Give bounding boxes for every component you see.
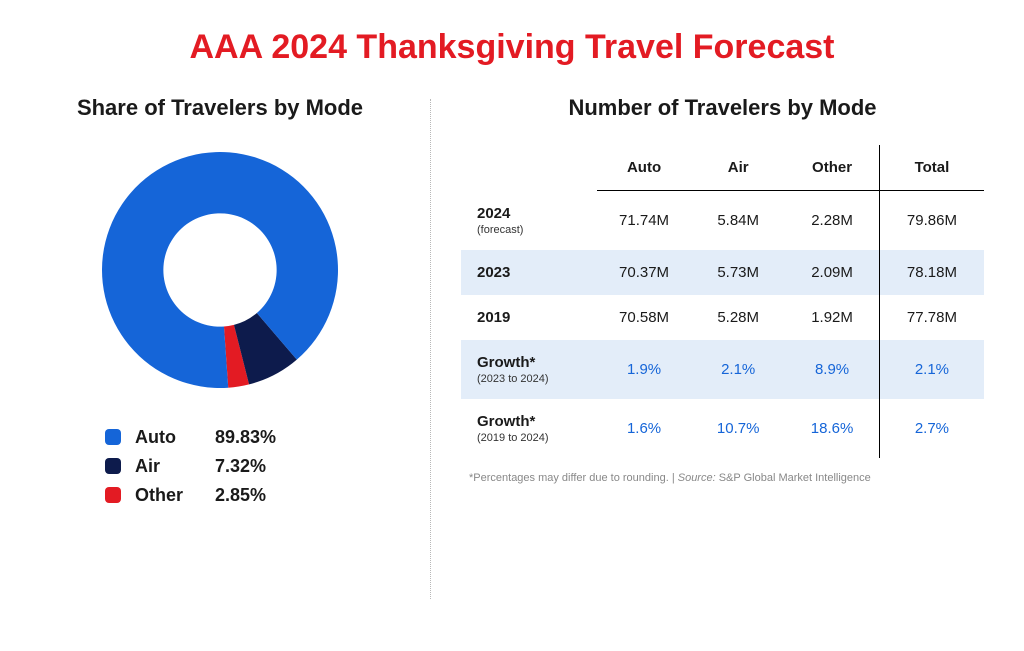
legend-value: 7.32%: [215, 452, 266, 481]
table-row: 202370.37M5.73M2.09M78.18M: [461, 250, 984, 295]
table-cell: 8.9%: [785, 340, 879, 399]
column-header: Total: [879, 145, 984, 191]
donut-slice-auto: [102, 152, 338, 388]
row-sublabel: (forecast): [477, 224, 589, 236]
pie-panel: Share of Travelers by Mode Auto89.83%Air…: [40, 95, 430, 509]
legend-row-auto: Auto89.83%: [105, 423, 335, 452]
table-cell: 2.1%: [691, 340, 785, 399]
table-panel: Number of Travelers by Mode AutoAirOther…: [431, 95, 984, 484]
legend-value: 89.83%: [215, 423, 276, 452]
table-cell: 70.37M: [597, 250, 691, 295]
table-cell: 70.58M: [597, 295, 691, 340]
row-header: 2019: [461, 295, 597, 340]
table-cell: 71.74M: [597, 191, 691, 250]
table-cell: 78.18M: [879, 250, 984, 295]
table-cell: 18.6%: [785, 399, 879, 458]
table-row: Growth*(2019 to 2024)1.6%10.7%18.6%2.7%: [461, 399, 984, 458]
travelers-table: AutoAirOtherTotal 2024(forecast)71.74M5.…: [461, 145, 984, 458]
table-cell: 5.84M: [691, 191, 785, 250]
legend-swatch: [105, 429, 121, 445]
table-cell: 2.09M: [785, 250, 879, 295]
legend-row-air: Air7.32%: [105, 452, 335, 481]
page-title: AAA 2024 Thanksgiving Travel Forecast: [40, 28, 984, 67]
legend-label: Air: [135, 452, 215, 481]
table-cell: 5.28M: [691, 295, 785, 340]
table-cell: 1.92M: [785, 295, 879, 340]
row-sublabel: (2023 to 2024): [477, 373, 589, 385]
footnote-note: *Percentages may differ due to rounding.…: [469, 472, 678, 484]
column-header: Air: [691, 145, 785, 191]
content-row: Share of Travelers by Mode Auto89.83%Air…: [40, 95, 984, 599]
table-cell: 2.28M: [785, 191, 879, 250]
legend-value: 2.85%: [215, 481, 266, 510]
table-cell: 5.73M: [691, 250, 785, 295]
table-row: Growth*(2023 to 2024)1.9%2.1%8.9%2.1%: [461, 340, 984, 399]
column-header: Auto: [597, 145, 691, 191]
legend-swatch: [105, 458, 121, 474]
table-cell: 1.9%: [597, 340, 691, 399]
legend-row-other: Other2.85%: [105, 481, 335, 510]
table-cell: 79.86M: [879, 191, 984, 250]
row-sublabel: (2019 to 2024): [477, 432, 589, 444]
table-row: 2024(forecast)71.74M5.84M2.28M79.86M: [461, 191, 984, 250]
pie-legend: Auto89.83%Air7.32%Other2.85%: [105, 423, 335, 509]
pie-title: Share of Travelers by Mode: [40, 95, 400, 121]
row-header: 2024(forecast): [461, 191, 597, 250]
footnote-source-label: Source:: [678, 472, 716, 484]
legend-label: Other: [135, 481, 215, 510]
column-header-spacer: [461, 145, 597, 191]
legend-swatch: [105, 487, 121, 503]
legend-label: Auto: [135, 423, 215, 452]
row-header: Growth*(2019 to 2024): [461, 399, 597, 458]
table-cell: 2.1%: [879, 340, 984, 399]
row-header: 2023: [461, 250, 597, 295]
table-cell: 1.6%: [597, 399, 691, 458]
table-title: Number of Travelers by Mode: [461, 95, 984, 121]
row-header: Growth*(2023 to 2024): [461, 340, 597, 399]
donut-chart: [40, 145, 400, 395]
table-cell: 10.7%: [691, 399, 785, 458]
table-cell: 2.7%: [879, 399, 984, 458]
table-footnote: *Percentages may differ due to rounding.…: [461, 472, 984, 484]
column-header: Other: [785, 145, 879, 191]
table-row: 201970.58M5.28M1.92M77.78M: [461, 295, 984, 340]
footnote-source: S&P Global Market Intelligence: [719, 472, 871, 484]
table-cell: 77.78M: [879, 295, 984, 340]
